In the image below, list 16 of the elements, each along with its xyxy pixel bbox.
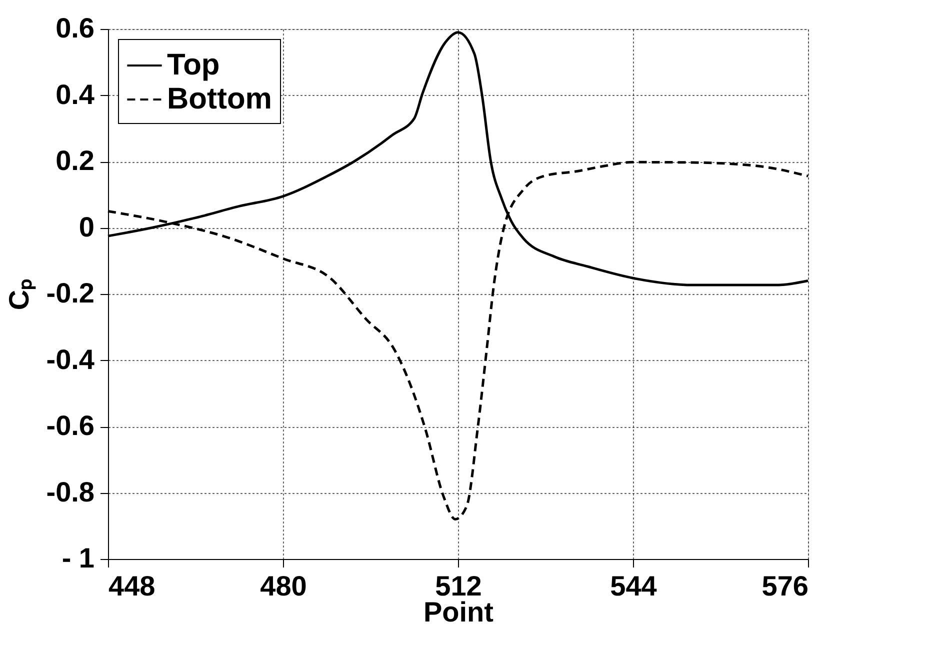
y-tick-label: -0.8 (46, 476, 94, 508)
x-tick-label: 544 (610, 570, 658, 602)
y-tick-label: 0.4 (56, 78, 95, 110)
y-tick-label: 0.2 (56, 145, 94, 176)
legend-label: Top (167, 48, 220, 82)
y-tick-label: -0.2 (46, 278, 94, 308)
x-tick-label: 576 (762, 570, 808, 602)
legend-label: Bottom (167, 82, 272, 116)
x-tick-label: 480 (260, 570, 307, 602)
y-tick-label: -0.6 (46, 410, 94, 441)
y-axis-title: Cₚ (3, 278, 36, 310)
y-tick-label: 0.6 (56, 12, 94, 44)
y-tick-label: 0 (78, 211, 94, 242)
y-tick-label: - 1 (62, 542, 94, 574)
x-tick-label: 448 (108, 570, 156, 602)
y-tick-label: -0.4 (46, 344, 95, 375)
